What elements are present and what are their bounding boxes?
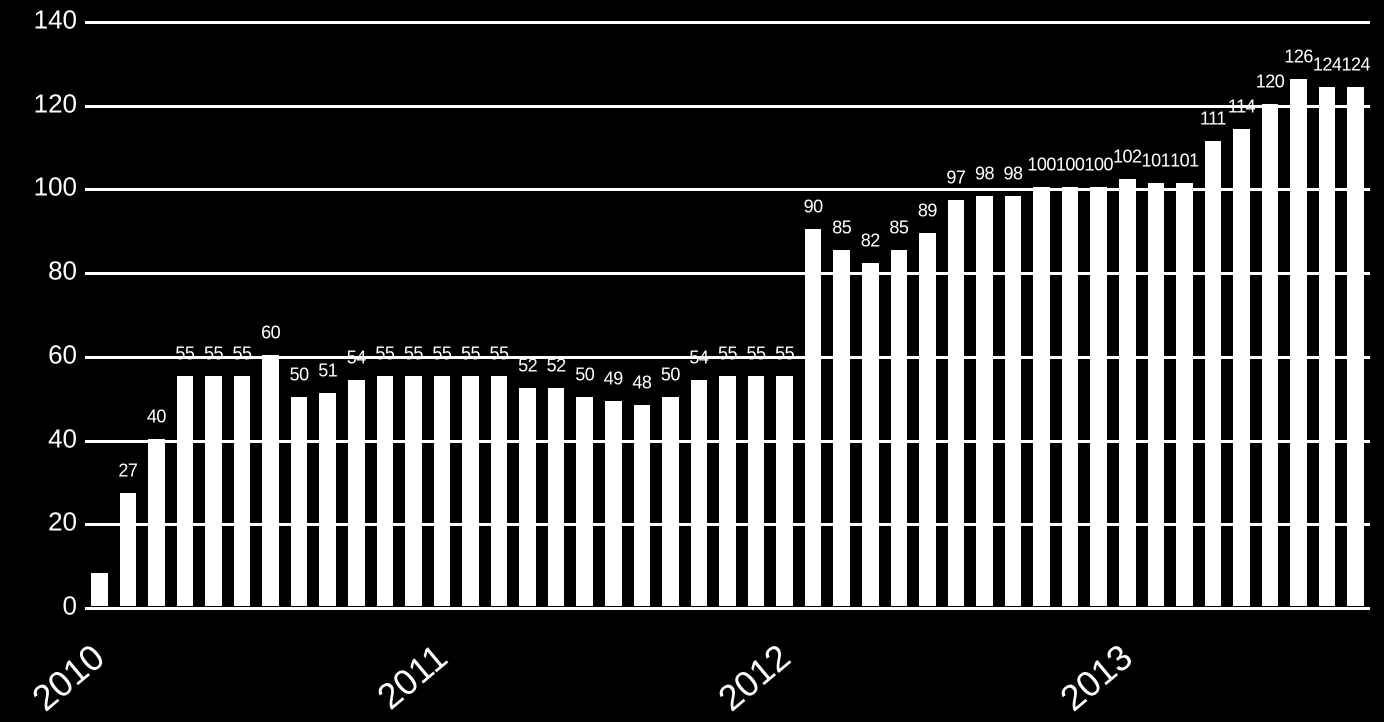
bar xyxy=(205,376,222,606)
bar xyxy=(862,263,879,606)
bar xyxy=(120,493,137,606)
bar xyxy=(1062,187,1079,606)
bar xyxy=(1205,141,1222,606)
bar xyxy=(719,376,736,606)
bar xyxy=(1233,129,1250,606)
bar xyxy=(691,380,708,606)
bar xyxy=(291,397,308,606)
bar xyxy=(434,376,451,606)
bar xyxy=(776,376,793,606)
bar xyxy=(348,380,365,606)
bar xyxy=(1119,179,1136,606)
bar xyxy=(976,196,993,606)
y-tick-label: 120 xyxy=(34,88,77,119)
bar xyxy=(662,397,679,606)
y-tick-label: 40 xyxy=(48,423,77,454)
bar xyxy=(148,439,165,606)
bar xyxy=(1347,87,1364,606)
bar xyxy=(605,401,622,606)
bar xyxy=(234,376,251,606)
bar xyxy=(1148,183,1165,606)
bar xyxy=(548,388,565,606)
y-tick-label: 60 xyxy=(48,339,77,370)
bar xyxy=(1005,196,1022,606)
plot-area xyxy=(85,20,1370,606)
y-tick-label: 140 xyxy=(34,5,77,36)
x-tick-label: 2010 xyxy=(24,636,112,720)
bar xyxy=(377,376,394,606)
bar xyxy=(634,405,651,606)
y-tick-label: 0 xyxy=(63,591,77,622)
bar xyxy=(833,250,850,606)
y-tick-label: 20 xyxy=(48,507,77,538)
bar-chart: 020406080100120140 2010201120122013 2740… xyxy=(0,0,1384,722)
bar xyxy=(576,397,593,606)
bar xyxy=(177,376,194,606)
bar xyxy=(1176,183,1193,606)
gridline xyxy=(85,607,1370,610)
bar xyxy=(91,573,108,606)
y-tick-label: 100 xyxy=(34,172,77,203)
bar xyxy=(891,250,908,606)
bar xyxy=(805,229,822,606)
bar xyxy=(262,355,279,606)
bar xyxy=(948,200,965,606)
y-tick-label: 80 xyxy=(48,256,77,287)
bar xyxy=(462,376,479,606)
x-tick-label: 2012 xyxy=(710,636,798,720)
bar xyxy=(748,376,765,606)
x-tick-label: 2011 xyxy=(369,636,455,718)
bar xyxy=(519,388,536,606)
bars-container xyxy=(85,20,1370,606)
bar xyxy=(1033,187,1050,606)
bar xyxy=(405,376,422,606)
bar xyxy=(1090,187,1107,606)
bar xyxy=(1319,87,1336,606)
bar xyxy=(491,376,508,606)
bar xyxy=(1290,79,1307,606)
bar xyxy=(919,233,936,606)
bar xyxy=(1262,104,1279,606)
x-tick-label: 2013 xyxy=(1052,636,1140,720)
bar xyxy=(319,393,336,606)
